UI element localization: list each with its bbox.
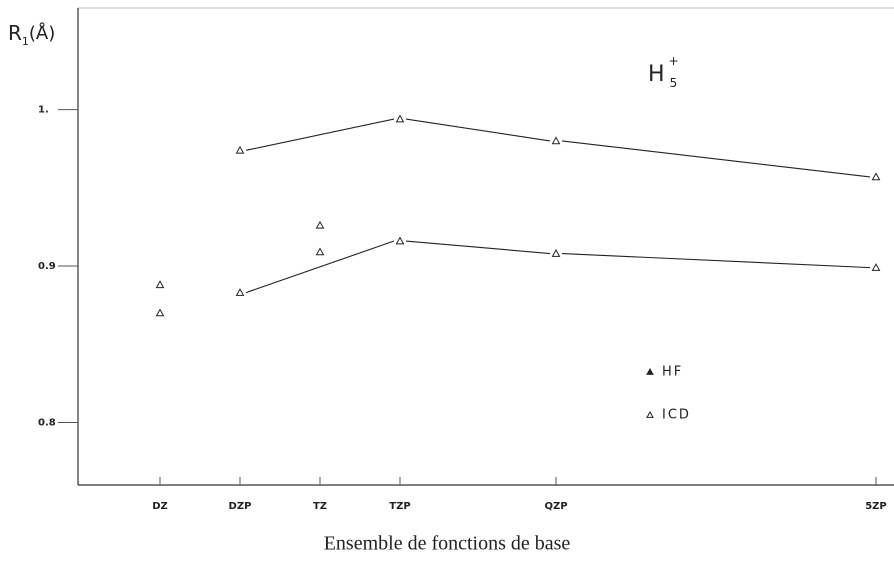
x-tick-label: DZ xyxy=(152,501,168,512)
annotation-sub: 5 xyxy=(670,76,678,90)
x-tick-label: TZ xyxy=(313,501,327,512)
y-label-unit: (Å) xyxy=(29,22,55,44)
line-segment xyxy=(561,140,871,178)
y-label-sub: 1 xyxy=(22,35,29,48)
y-tick-label: 0.8 xyxy=(38,417,56,428)
point xyxy=(551,249,561,257)
point xyxy=(155,280,165,289)
annotation-main: H xyxy=(648,62,665,87)
x-tick-label: DZP xyxy=(229,501,252,512)
line-segment xyxy=(561,252,871,269)
line-segment xyxy=(245,118,395,151)
point xyxy=(315,220,325,229)
annotation-sup: + xyxy=(669,54,679,68)
point xyxy=(871,263,881,271)
legend-marker xyxy=(646,410,654,418)
y-tick-label: 1. xyxy=(38,105,49,116)
point xyxy=(235,288,245,296)
legend-label: ICD xyxy=(662,408,691,423)
y-axis-label: R1(Å) xyxy=(8,21,55,49)
x-tick-label: QZP xyxy=(544,501,567,512)
x-tick-label: TZP xyxy=(389,501,410,512)
point xyxy=(235,145,245,154)
legend-label: HF xyxy=(662,365,683,380)
point xyxy=(315,247,325,256)
y-label-main: R xyxy=(8,21,22,45)
point xyxy=(395,114,405,123)
x-axis-label: Ensemble de fonctions de base xyxy=(324,533,571,555)
point xyxy=(551,136,561,145)
point xyxy=(871,172,881,181)
point xyxy=(155,308,165,317)
line-segment xyxy=(405,118,551,142)
line-segment xyxy=(405,240,551,255)
y-tick-label: 0.9 xyxy=(38,261,56,272)
annotation: H + 5 xyxy=(648,54,679,90)
point xyxy=(395,236,405,245)
legend-marker xyxy=(646,367,654,375)
line-segment xyxy=(245,240,395,294)
x-tick-label: 5ZP xyxy=(865,501,887,512)
